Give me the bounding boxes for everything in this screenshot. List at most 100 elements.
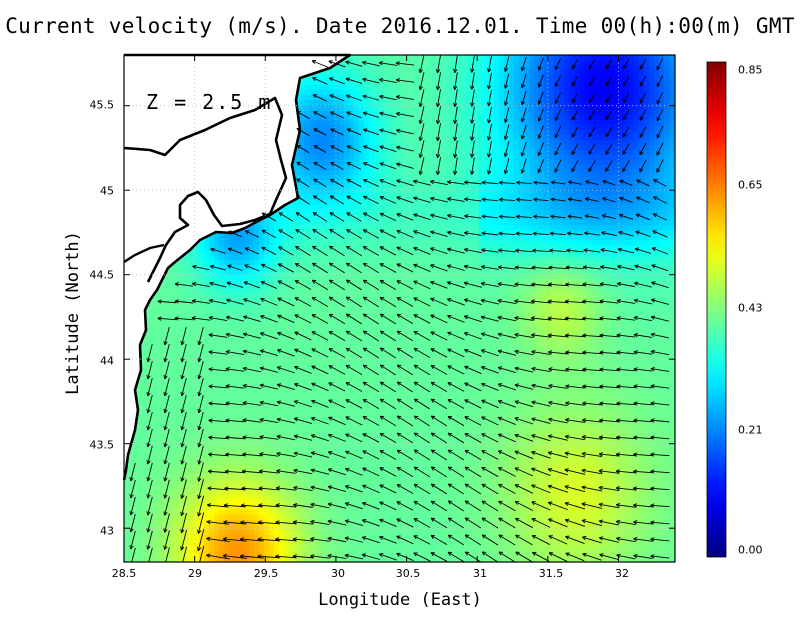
heatmap-cell — [409, 130, 415, 136]
heatmap-cell — [609, 60, 615, 66]
heatmap-cell — [564, 275, 570, 281]
heatmap-cell — [624, 80, 630, 86]
heatmap-cell — [539, 205, 545, 211]
heatmap-cell — [644, 110, 650, 116]
heatmap-cell — [254, 240, 260, 246]
heatmap-cell — [344, 165, 350, 171]
heatmap-cell — [534, 70, 540, 76]
heatmap-cell — [584, 120, 590, 126]
heatmap-cell — [529, 175, 535, 181]
heatmap-cell — [279, 270, 285, 276]
heatmap-cell — [659, 150, 665, 156]
heatmap-cell — [324, 100, 330, 106]
heatmap-cell — [404, 150, 410, 156]
heatmap-cell — [459, 160, 465, 166]
heatmap-cell — [329, 170, 335, 176]
heatmap-cell — [379, 180, 385, 186]
heatmap-cell — [334, 75, 340, 81]
heatmap-cell — [524, 85, 530, 91]
heatmap-cell — [524, 195, 530, 201]
heatmap-cell — [349, 265, 355, 271]
heatmap-cell — [489, 135, 495, 141]
heatmap-cell — [419, 110, 425, 116]
heatmap-cell — [314, 250, 320, 256]
heatmap-cell — [564, 255, 570, 261]
heatmap-cell — [394, 275, 400, 281]
heatmap-cell — [609, 205, 615, 211]
heatmap-cell — [514, 215, 520, 221]
heatmap-cell — [329, 180, 335, 186]
heatmap-cell — [389, 125, 395, 131]
heatmap-cell — [519, 140, 525, 146]
heatmap-cell — [419, 200, 425, 206]
heatmap-cell — [654, 95, 660, 101]
heatmap-cell — [584, 165, 590, 171]
heatmap-cell — [259, 225, 265, 231]
heatmap-cell — [619, 250, 625, 256]
heatmap-cell — [434, 100, 440, 106]
heatmap-cell — [409, 115, 415, 121]
heatmap-cell — [604, 105, 610, 111]
heatmap-cell — [639, 155, 645, 161]
heatmap-cell — [644, 165, 650, 171]
heatmap-cell — [659, 130, 665, 136]
heatmap-cell — [349, 195, 355, 201]
heatmap-cell — [514, 225, 520, 231]
heatmap-cell — [394, 185, 400, 191]
heatmap-cell — [274, 245, 280, 251]
heatmap-cell — [504, 160, 510, 166]
heatmap-cell — [534, 55, 540, 61]
heatmap-cell — [529, 60, 535, 66]
heatmap-cell — [599, 105, 605, 111]
heatmap-cell — [419, 135, 425, 141]
heatmap-cell — [624, 105, 630, 111]
heatmap-cell — [539, 235, 545, 241]
heatmap-cell — [594, 200, 600, 206]
heatmap-cell — [539, 185, 545, 191]
heatmap-cell — [574, 115, 580, 121]
heatmap-cell — [354, 75, 360, 81]
heatmap-cell — [414, 65, 420, 71]
heatmap-cell — [519, 235, 525, 241]
heatmap-cell — [489, 230, 495, 236]
heatmap-cell — [429, 150, 435, 156]
heatmap-cell — [299, 80, 305, 86]
heatmap-cell — [354, 70, 360, 76]
heatmap-cell — [339, 95, 345, 101]
heatmap-cell — [484, 235, 490, 241]
heatmap-cell — [539, 190, 545, 196]
heatmap-cell — [494, 95, 500, 101]
heatmap-cell — [259, 240, 265, 246]
heatmap-cell — [484, 135, 490, 141]
heatmap-cell — [324, 245, 330, 251]
heatmap-cell — [499, 220, 505, 226]
heatmap-cell — [659, 65, 665, 71]
heatmap-cell — [354, 225, 360, 231]
heatmap-cell — [539, 155, 545, 161]
heatmap-cell — [554, 255, 560, 261]
heatmap-cell — [529, 160, 535, 166]
heatmap-cell — [509, 260, 515, 266]
heatmap-cell — [629, 255, 635, 261]
heatmap-cell — [514, 255, 520, 261]
heatmap-cell — [284, 230, 290, 236]
heatmap-cell — [384, 80, 390, 86]
heatmap-cell — [484, 245, 490, 251]
heatmap-cell — [374, 235, 380, 241]
heatmap-cell — [494, 60, 500, 66]
heatmap-cell — [634, 185, 640, 191]
heatmap-cell — [479, 270, 485, 276]
heatmap-cell — [509, 170, 515, 176]
heatmap-cell — [304, 265, 310, 271]
heatmap-cell — [324, 145, 330, 151]
heatmap-cell — [374, 125, 380, 131]
heatmap-cell — [574, 70, 580, 76]
heatmap-cell — [524, 215, 530, 221]
heatmap-cell — [554, 170, 560, 176]
heatmap-cell — [339, 175, 345, 181]
heatmap-cell — [564, 75, 570, 81]
heatmap-cell — [229, 235, 235, 241]
heatmap-cell — [449, 150, 455, 156]
heatmap-cell — [619, 145, 625, 151]
heatmap-cell — [654, 85, 660, 91]
